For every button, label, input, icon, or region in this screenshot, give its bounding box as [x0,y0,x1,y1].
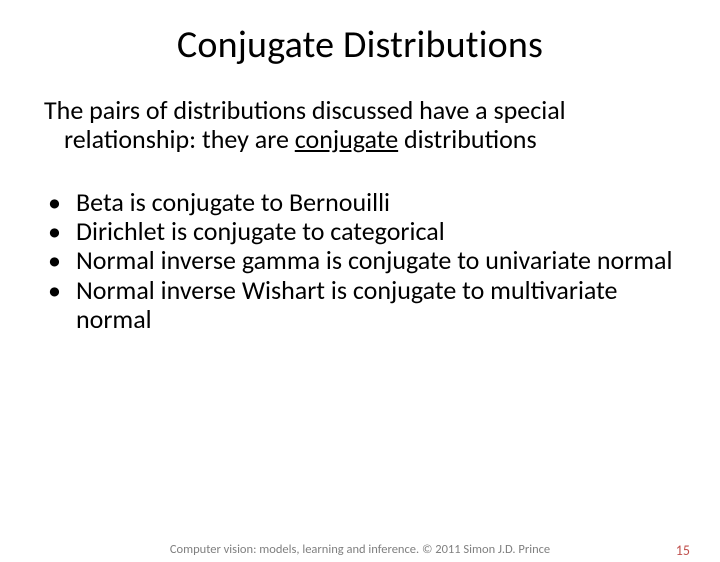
bullet-dot-icon: • [44,246,76,275]
intro-underlined-word: conjugate [295,123,398,155]
list-item: • Normal inverse Wishart is conjugate to… [44,276,676,334]
list-item: • Normal inverse gamma is conjugate to u… [44,246,676,275]
intro-line1: The pairs of distributions discussed hav… [44,94,566,126]
list-item: • Beta is conjugate to Bernouilli [44,188,676,217]
bullet-list: • Beta is conjugate to Bernouilli • Diri… [44,188,676,334]
bullet-dot-icon: • [44,188,76,217]
list-item: • Dirichlet is conjugate to categorical [44,217,676,246]
intro-line2-post: distributions [398,123,536,155]
bullet-text: Normal inverse Wishart is conjugate to m… [76,276,676,334]
bullet-text: Beta is conjugate to Bernouilli [76,188,676,217]
bullet-dot-icon: • [44,276,76,305]
intro-paragraph: The pairs of distributions discussed hav… [44,96,676,154]
bullet-dot-icon: • [44,217,76,246]
bullet-text: Normal inverse gamma is conjugate to uni… [76,246,676,275]
intro-line2-pre: relationship: they are [64,123,295,155]
footer-credit: Computer vision: models, learning and in… [0,542,720,557]
page-number: 15 [676,542,690,559]
slide-title: Conjugate Distributions [0,22,720,68]
bullet-text: Dirichlet is conjugate to categorical [76,217,676,246]
